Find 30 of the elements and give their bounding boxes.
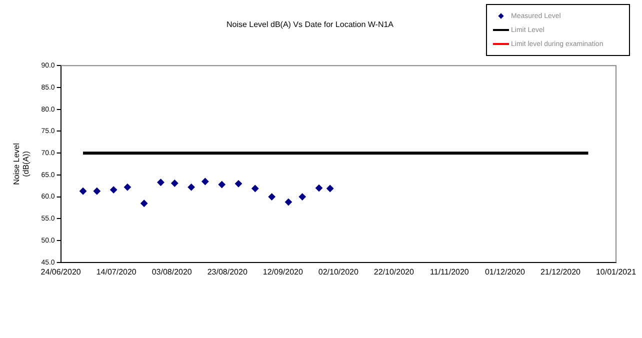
x-tick-label: 11/11/2020	[430, 267, 470, 276]
y-axis-title: Noise Level (dB(A))	[12, 142, 31, 185]
x-tick-label: 01/12/2020	[484, 267, 526, 276]
x-tick-label: 12/09/2020	[262, 267, 304, 276]
point	[157, 178, 164, 186]
point	[93, 188, 100, 195]
point	[298, 193, 306, 200]
point	[268, 193, 276, 200]
x-tick-label: 22/10/2020	[374, 267, 414, 276]
point	[80, 188, 87, 195]
point	[218, 181, 226, 188]
point	[171, 180, 178, 187]
x-tick-label: 03/08/2020	[152, 267, 192, 276]
point	[326, 184, 334, 192]
point	[188, 184, 195, 191]
point	[202, 178, 209, 185]
chart-title: Noise Level dB(A) Vs Date for Location W-N1A	[226, 20, 394, 30]
point	[252, 184, 259, 192]
point	[124, 184, 131, 191]
point	[234, 180, 242, 188]
x-tick-label: 14/07/2020	[96, 267, 137, 276]
x-tick-label: 21/12/2020	[540, 267, 582, 276]
point	[284, 198, 292, 206]
point	[110, 186, 118, 194]
x-tick-label: 23/08/2020	[207, 267, 248, 276]
x-tick-label: 10/01/2021	[596, 267, 637, 276]
x-tick-label: 24/06/2020	[40, 267, 82, 276]
point	[140, 200, 148, 207]
point	[315, 184, 322, 192]
x-tick-label: 02/10/2020	[318, 267, 359, 276]
